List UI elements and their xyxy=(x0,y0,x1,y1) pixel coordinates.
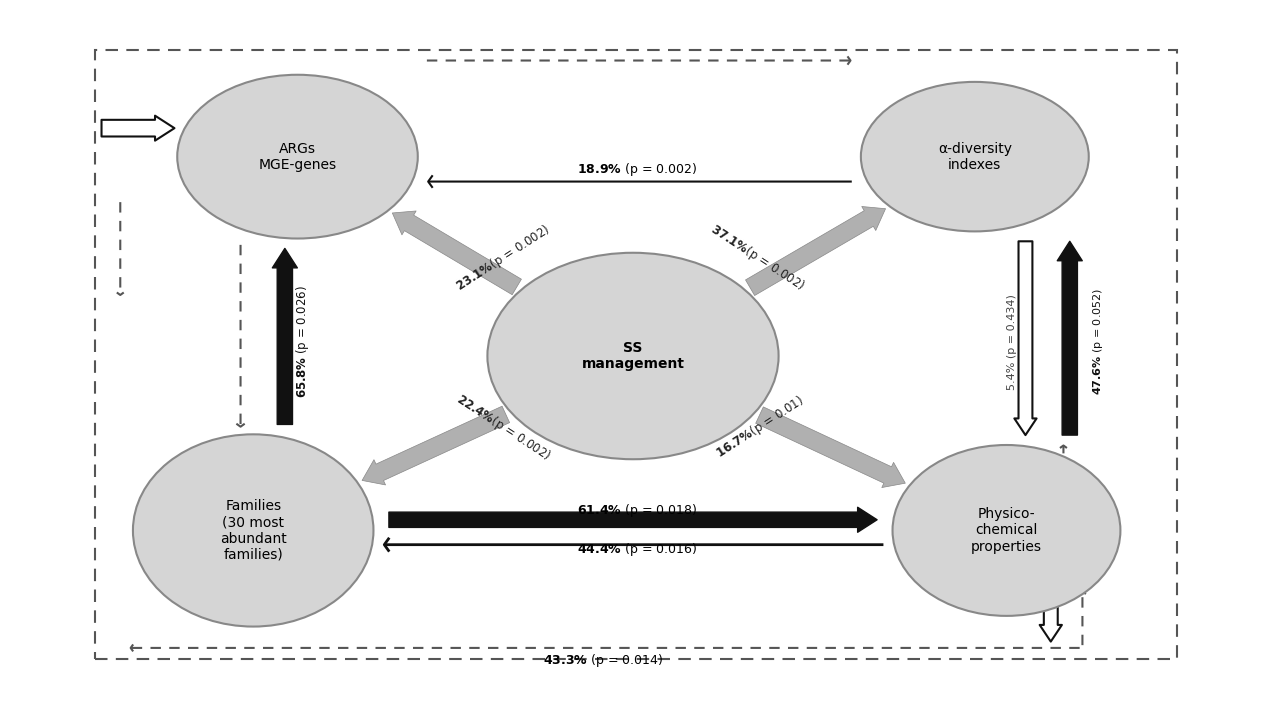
Ellipse shape xyxy=(893,445,1120,616)
FancyArrowPatch shape xyxy=(101,115,175,141)
Text: $\mathbf{22.4\%}$(p = 0.002): $\mathbf{22.4\%}$(p = 0.002) xyxy=(453,390,555,464)
Ellipse shape xyxy=(177,75,418,239)
Text: ARGs
MGE-genes: ARGs MGE-genes xyxy=(258,142,337,172)
Text: Physico-
chemical
properties: Physico- chemical properties xyxy=(971,507,1042,554)
Text: $\mathbf{47.6\%}$ (p = 0.052): $\mathbf{47.6\%}$ (p = 0.052) xyxy=(1091,288,1105,395)
Text: $\mathbf{44.4\%}$ (p = 0.016): $\mathbf{44.4\%}$ (p = 0.016) xyxy=(577,541,696,558)
Text: $\mathbf{43.3\%}$ (p = 0.014): $\mathbf{43.3\%}$ (p = 0.014) xyxy=(543,652,662,669)
Text: $\mathbf{61.4\%}$ (p = 0.018): $\mathbf{61.4\%}$ (p = 0.018) xyxy=(577,502,696,519)
Text: $\mathbf{16.7\%}$(p = 0.01): $\mathbf{16.7\%}$(p = 0.01) xyxy=(713,392,808,462)
FancyArrowPatch shape xyxy=(392,211,522,295)
FancyArrowPatch shape xyxy=(362,407,510,485)
FancyArrowPatch shape xyxy=(272,248,298,424)
FancyArrowPatch shape xyxy=(1039,604,1062,642)
Ellipse shape xyxy=(133,434,373,627)
FancyArrowPatch shape xyxy=(756,407,905,488)
Ellipse shape xyxy=(861,82,1089,231)
Text: SS
management: SS management xyxy=(581,341,685,371)
FancyArrowPatch shape xyxy=(1014,241,1037,435)
Text: α-diversity
indexes: α-diversity indexes xyxy=(938,142,1012,172)
Text: $\mathbf{23.1\%}$(p = 0.002): $\mathbf{23.1\%}$(p = 0.002) xyxy=(453,221,555,295)
Text: 5.4% (p = 0.434): 5.4% (p = 0.434) xyxy=(1006,294,1017,389)
Text: $\mathbf{18.9\%}$ (p = 0.002): $\mathbf{18.9\%}$ (p = 0.002) xyxy=(577,161,696,178)
Ellipse shape xyxy=(487,253,779,459)
FancyArrowPatch shape xyxy=(746,206,885,295)
FancyArrowPatch shape xyxy=(389,507,877,533)
Bar xyxy=(95,50,1177,659)
FancyArrowPatch shape xyxy=(1057,241,1082,435)
Text: $\mathbf{65.8\%}$ (p = 0.026): $\mathbf{65.8\%}$ (p = 0.026) xyxy=(294,286,310,398)
Text: $\mathbf{37.1\%}$(p = 0.002): $\mathbf{37.1\%}$(p = 0.002) xyxy=(706,221,808,295)
Text: Families
(30 most
abundant
families): Families (30 most abundant families) xyxy=(220,499,286,562)
